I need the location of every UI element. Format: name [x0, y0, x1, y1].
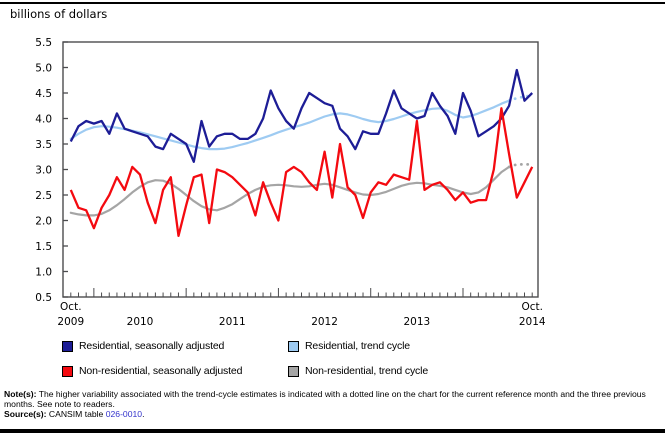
- legend-item-non-residential-sa: Non-residential, seasonally adjusted: [62, 365, 242, 377]
- chart-notes: Note(s): The higher variability associat…: [4, 389, 662, 419]
- series-non-residential-sa: [69, 107, 534, 237]
- permits-line-chart: 0.5 1.0 1.5 2.0 2.5 3.0 3.5 4.0 4.5 5.0 5.5 Oct. 200…: [35, 37, 546, 328]
- legend-item-non-residential-trend: Non-residential, trend cycle: [288, 365, 428, 377]
- cansim-table-link[interactable]: 026-0010: [105, 409, 143, 419]
- series-residential-sa: [69, 68, 534, 163]
- y-tick-label: 0.5: [35, 292, 52, 304]
- non-residential-sa-swatch: [62, 365, 73, 377]
- y-tick-label: 1.5: [35, 241, 52, 253]
- x-tick-label: 2009: [57, 316, 84, 328]
- legend-item-residential-trend: Residential, trend cycle: [288, 340, 410, 352]
- note-label: Note(s):: [4, 389, 37, 399]
- source-line: Source(s): CANSIM table 026-0010.: [4, 409, 662, 419]
- residential-trend-swatch: [288, 340, 299, 352]
- x-tick-label: Oct.: [60, 301, 82, 313]
- source-suffix: .: [142, 409, 145, 419]
- y-tick-label: 5.5: [35, 37, 52, 49]
- legend-item-residential-sa: Residential, seasonally adjusted: [62, 340, 224, 352]
- x-tick-label: 2011: [219, 316, 246, 328]
- legend-label: Non-residential, seasonally adjusted: [79, 365, 243, 377]
- legend-label: Non-residential, trend cycle: [305, 365, 429, 377]
- y-tick-label: 2.5: [35, 190, 52, 202]
- y-tick-label: 2.0: [35, 215, 52, 227]
- series-non-residential-trend-dotted-tail: [507, 163, 534, 169]
- residential-sa-swatch: [62, 340, 73, 352]
- y-tick-label: 4.5: [35, 88, 52, 100]
- x-tick-label: 2014: [519, 316, 546, 328]
- bottom-rule: [0, 429, 665, 433]
- note-line: Note(s): The higher variability associat…: [4, 389, 662, 409]
- x-tick-label: 2012: [311, 316, 338, 328]
- note-text: The higher variability associated with t…: [4, 389, 646, 409]
- y-tick-label: 4.0: [35, 113, 52, 125]
- source-text: CANSIM table: [46, 409, 106, 419]
- series-non-residential-trend: [69, 165, 511, 217]
- legend-label: Residential, seasonally adjusted: [79, 340, 225, 352]
- y-tick-label: 3.0: [35, 164, 52, 176]
- legend-label: Residential, trend cycle: [305, 340, 410, 352]
- x-tick-label: 2013: [403, 316, 430, 328]
- series-residential-trend: [69, 99, 511, 151]
- y-tick-label: 5.0: [35, 62, 52, 74]
- x-tick-label: 2010: [127, 316, 154, 328]
- x-tick-label: Oct.: [521, 301, 543, 313]
- y-tick-label: 3.5: [35, 139, 52, 151]
- non-residential-trend-swatch: [288, 365, 299, 377]
- top-rule: [0, 2, 665, 4]
- chart-axis-unit-title: billions of dollars: [10, 7, 108, 21]
- x-axis: Oct. 2009 2010 2011 2012 2013 Oct. 2014: [57, 288, 546, 328]
- y-axis: 0.5 1.0 1.5 2.0 2.5 3.0 3.5 4.0 4.5 5.0 5.5: [35, 37, 68, 304]
- y-tick-label: 1.0: [35, 266, 52, 278]
- source-label: Source(s):: [4, 409, 47, 419]
